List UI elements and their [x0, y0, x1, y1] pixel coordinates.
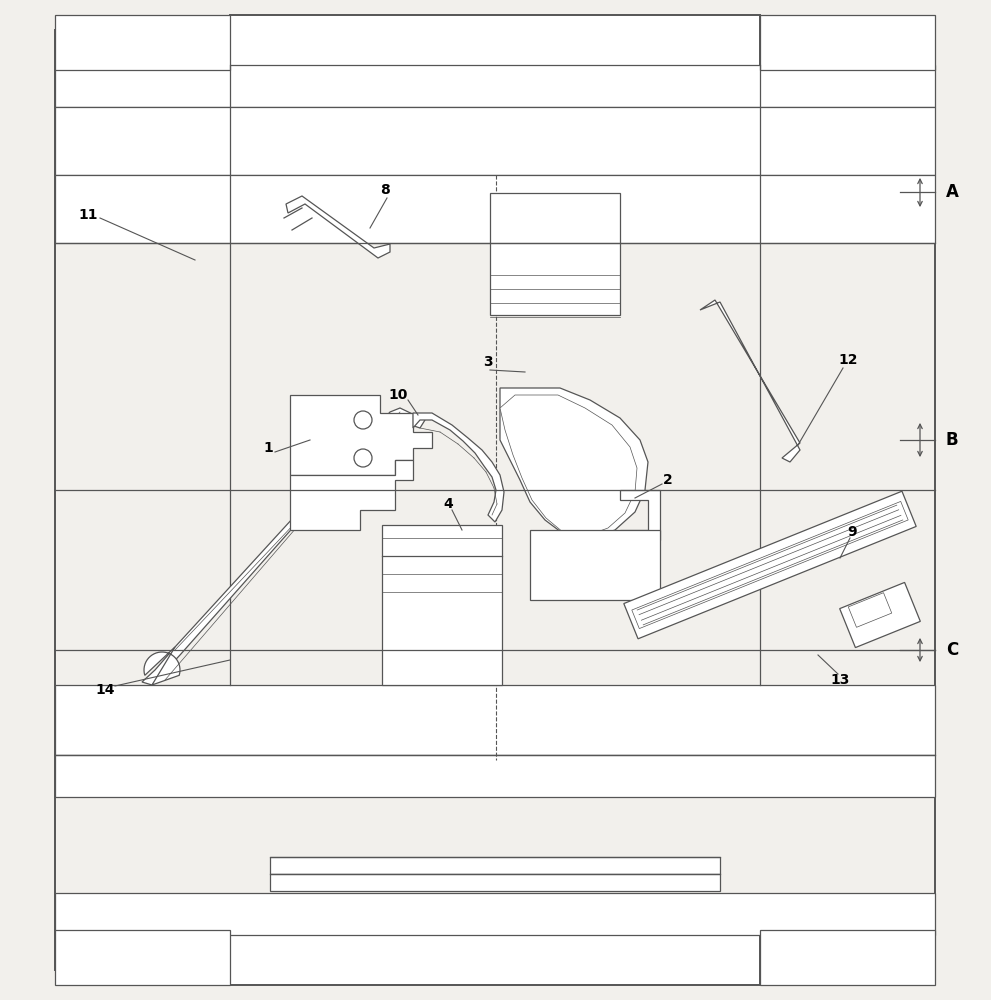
Text: 13: 13 — [830, 673, 849, 687]
Bar — [230, 930, 760, 985]
Text: B: B — [945, 431, 958, 449]
Bar — [55, 175, 935, 243]
Bar — [55, 30, 935, 970]
Text: 9: 9 — [847, 525, 857, 539]
Polygon shape — [620, 490, 660, 540]
Bar — [230, 15, 760, 70]
Bar — [55, 930, 230, 985]
Text: 1: 1 — [264, 441, 273, 455]
Text: 3: 3 — [484, 355, 493, 369]
Polygon shape — [839, 582, 921, 648]
Polygon shape — [632, 501, 908, 629]
Bar — [55, 107, 935, 175]
Polygon shape — [144, 647, 180, 685]
Text: 14: 14 — [95, 683, 115, 697]
Bar — [55, 755, 935, 797]
Text: C: C — [945, 641, 958, 659]
Bar — [530, 530, 660, 600]
Polygon shape — [413, 413, 504, 522]
Bar — [760, 15, 935, 70]
Bar — [490, 193, 620, 315]
Polygon shape — [500, 388, 648, 538]
Bar — [760, 930, 935, 985]
Polygon shape — [500, 395, 637, 536]
Polygon shape — [286, 196, 390, 258]
Polygon shape — [290, 395, 432, 475]
Polygon shape — [700, 300, 800, 462]
Bar — [270, 857, 720, 874]
Text: 4: 4 — [443, 497, 453, 511]
Text: A: A — [945, 183, 958, 201]
Polygon shape — [848, 593, 892, 627]
Bar — [55, 893, 935, 935]
Polygon shape — [142, 408, 425, 685]
Text: 11: 11 — [78, 208, 98, 222]
Bar — [55, 685, 935, 755]
Text: 10: 10 — [388, 388, 407, 402]
Bar — [270, 874, 720, 891]
Text: 8: 8 — [381, 183, 389, 197]
Text: 2: 2 — [663, 473, 673, 487]
Polygon shape — [623, 491, 917, 639]
Bar — [382, 525, 502, 685]
Polygon shape — [290, 460, 413, 530]
Bar — [55, 65, 935, 107]
Bar — [55, 15, 230, 70]
Text: 12: 12 — [838, 353, 858, 367]
